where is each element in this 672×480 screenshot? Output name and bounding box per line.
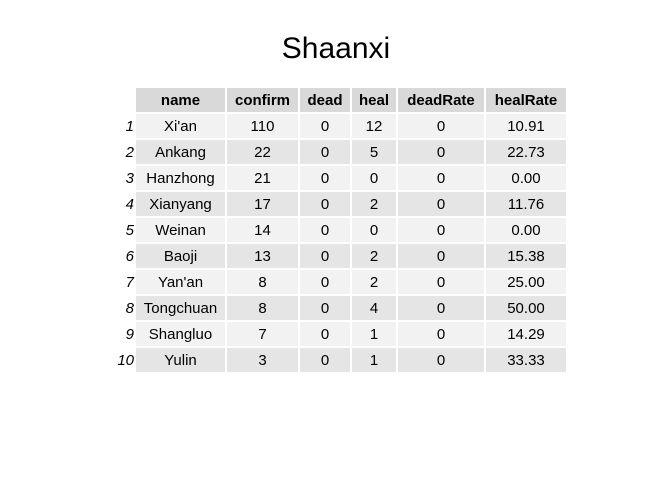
row-number: 9 [125, 325, 134, 343]
table-row: 9 Shangluo 7 0 1 0 14.29 [112, 322, 566, 346]
cell-heal: 2 [352, 270, 396, 294]
cell-dead: 0 [300, 322, 350, 346]
table-row: 10 Yulin 3 0 1 0 33.33 [112, 348, 566, 372]
cell-heal: 2 [352, 192, 396, 216]
cell-healrate: 25.00 [486, 270, 566, 294]
cell-deadrate: 0 [398, 114, 484, 138]
column-header-heal: heal [352, 88, 396, 112]
table-title: Shaanxi [281, 32, 391, 65]
table-row: 1 Xi'an 110 0 12 0 10.91 [112, 114, 566, 138]
cell-dead: 0 [300, 114, 350, 138]
cell-confirm: 110 [227, 114, 298, 138]
table-row: 2 Ankang 22 0 5 0 22.73 [112, 140, 566, 164]
cell-name: Shangluo [136, 322, 225, 346]
cell-deadrate: 0 [398, 348, 484, 372]
cell-heal: 2 [352, 244, 396, 268]
cell-name: Baoji [136, 244, 225, 268]
cell-confirm: 3 [227, 348, 298, 372]
table-row: 6 Baoji 13 0 2 0 15.38 [112, 244, 566, 268]
cell-dead: 0 [300, 192, 350, 216]
cell-healrate: 11.76 [486, 192, 566, 216]
column-header-dead: dead [300, 88, 350, 112]
cell-heal: 12 [352, 114, 396, 138]
cell-heal: 1 [352, 322, 396, 346]
data-table: name confirm dead heal deadRate healRate… [110, 86, 568, 374]
cell-name: Hanzhong [136, 166, 225, 190]
cell-name: Ankang [136, 140, 225, 164]
cell-deadrate: 0 [398, 322, 484, 346]
cell-name: Tongchuan [136, 296, 225, 320]
cell-deadrate: 0 [398, 140, 484, 164]
cell-confirm: 17 [227, 192, 298, 216]
cell-confirm: 8 [227, 296, 298, 320]
column-header-name: name [136, 88, 225, 112]
cell-healrate: 14.29 [486, 322, 566, 346]
row-number: 4 [125, 195, 134, 213]
cell-deadrate: 0 [398, 192, 484, 216]
column-header-deadrate: deadRate [398, 88, 484, 112]
cell-healrate: 50.00 [486, 296, 566, 320]
cell-name: Xianyang [136, 192, 225, 216]
table-row: 4 Xianyang 17 0 2 0 11.76 [112, 192, 566, 216]
row-number: 2 [125, 143, 134, 161]
header-row: name confirm dead heal deadRate healRate [112, 88, 566, 112]
cell-name: Xi'an [136, 114, 225, 138]
cell-deadrate: 0 [398, 270, 484, 294]
cell-dead: 0 [300, 140, 350, 164]
cell-name: Yulin [136, 348, 225, 372]
table-row: 3 Hanzhong 21 0 0 0 0.00 [112, 166, 566, 190]
cell-deadrate: 0 [398, 166, 484, 190]
cell-heal: 0 [352, 218, 396, 242]
cell-dead: 0 [300, 244, 350, 268]
cell-confirm: 22 [227, 140, 298, 164]
cell-healrate: 10.91 [486, 114, 566, 138]
row-number: 7 [125, 273, 134, 291]
cell-heal: 5 [352, 140, 396, 164]
column-header-healrate: healRate [486, 88, 566, 112]
cell-heal: 0 [352, 166, 396, 190]
cell-deadrate: 0 [398, 296, 484, 320]
cell-healrate: 0.00 [486, 166, 566, 190]
cell-deadrate: 0 [398, 244, 484, 268]
cell-confirm: 14 [227, 218, 298, 242]
table-body: 1 Xi'an 110 0 12 0 10.91 2 Ankang 22 0 5 0 22.73 3 Hanz… [112, 114, 566, 372]
corner-cell [112, 88, 134, 112]
cell-dead: 0 [300, 218, 350, 242]
cell-confirm: 7 [227, 322, 298, 346]
cell-confirm: 13 [227, 244, 298, 268]
cell-healrate: 22.73 [486, 140, 566, 164]
cell-dead: 0 [300, 166, 350, 190]
row-number: 1 [125, 117, 134, 135]
row-number: 5 [125, 221, 134, 239]
cell-heal: 1 [352, 348, 396, 372]
cell-name: Weinan [136, 218, 225, 242]
cell-healrate: 33.33 [486, 348, 566, 372]
cell-deadrate: 0 [398, 218, 484, 242]
cell-name: Yan'an [136, 270, 225, 294]
row-number: 3 [125, 169, 134, 187]
cell-heal: 4 [352, 296, 396, 320]
column-header-confirm: confirm [227, 88, 298, 112]
cell-dead: 0 [300, 348, 350, 372]
row-number: 10 [117, 351, 134, 369]
cell-dead: 0 [300, 270, 350, 294]
cell-confirm: 8 [227, 270, 298, 294]
cell-dead: 0 [300, 296, 350, 320]
table-row: 8 Tongchuan 8 0 4 0 50.00 [112, 296, 566, 320]
table-row: 5 Weinan 14 0 0 0 0.00 [112, 218, 566, 242]
row-number: 6 [125, 247, 134, 265]
cell-healrate: 0.00 [486, 218, 566, 242]
row-number: 8 [125, 299, 134, 317]
cell-healrate: 15.38 [486, 244, 566, 268]
table-row: 7 Yan'an 8 0 2 0 25.00 [112, 270, 566, 294]
cell-confirm: 21 [227, 166, 298, 190]
